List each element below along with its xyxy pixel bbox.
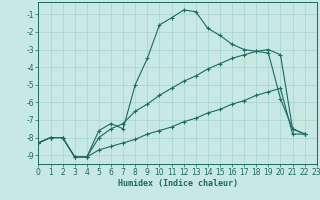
X-axis label: Humidex (Indice chaleur): Humidex (Indice chaleur) (118, 179, 238, 188)
